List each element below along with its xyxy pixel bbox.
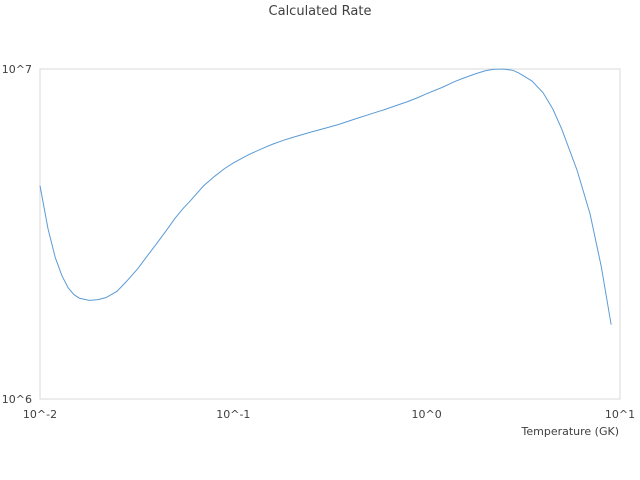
- y-tick-label: 10^6: [2, 393, 32, 406]
- series-line: [39, 68, 612, 325]
- x-tick-label: 10^-1: [216, 408, 250, 421]
- x-axis-title: Temperature (GK): [521, 425, 620, 438]
- plot-area-border: [39, 68, 621, 400]
- y-tick-label: 10^7: [2, 63, 32, 76]
- chart-title: Calculated Rate: [268, 4, 372, 19]
- x-tick-label: 10^-2: [23, 408, 57, 421]
- x-tick-label: 10^0: [412, 408, 442, 421]
- x-tick-label: 10^1: [605, 408, 635, 421]
